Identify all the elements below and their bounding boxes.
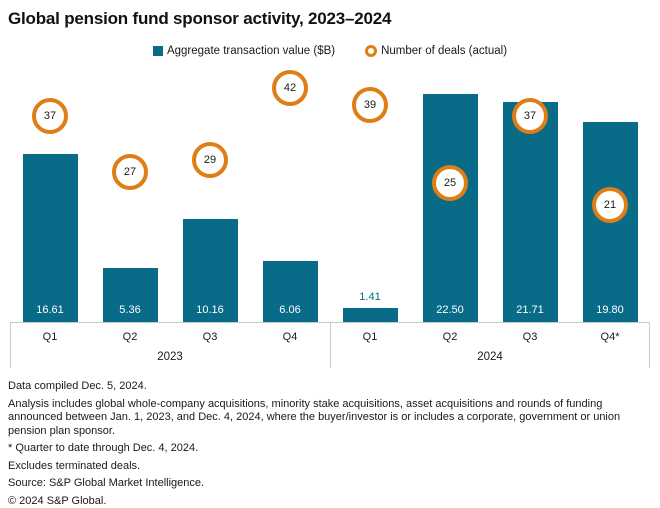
year-label: 2024	[477, 351, 503, 363]
plot-area: 16.61 37 5.36 27 10.16 29 6.06 42 1.41 39 22.50 25 2…	[10, 65, 650, 322]
deals-count-marker: 21	[592, 186, 628, 223]
chart-title: Global pension fund sponsor activity, 20…	[8, 9, 392, 28]
bar	[182, 219, 238, 322]
year-label: 2023	[157, 351, 183, 363]
deals-series-swatch-icon	[365, 45, 378, 57]
bar	[102, 267, 158, 322]
legend-label-number-of-deals: Number of deals (actual)	[381, 45, 508, 57]
quarter-label: Q3	[522, 331, 538, 343]
footnote-line: Analysis includes global whole-company a…	[8, 397, 621, 437]
deals-count-marker: 39	[352, 86, 388, 123]
deals-count-marker: 29	[192, 142, 228, 179]
footnote-line: Source: S&P Global Market Intelligence.	[8, 477, 205, 489]
bar-value-label: 16.61	[36, 304, 64, 316]
bar-value-label: 21.71	[516, 304, 544, 316]
bar-value-label: 10.16	[196, 304, 224, 316]
legend: Aggregate transaction value ($B) Number …	[0, 45, 660, 57]
footnote-line: Data compiled Dec. 5, 2024.	[8, 380, 147, 392]
axis-tick	[330, 323, 331, 368]
quarter-label: Q1	[42, 331, 58, 343]
footnotes: Data compiled Dec. 5, 2024. Analysis incl…	[8, 380, 656, 508]
bar	[422, 94, 478, 322]
quarter-label: Q2	[442, 331, 458, 343]
bar-value-label: 22.50	[436, 304, 464, 316]
quarter-label: Q4	[282, 331, 298, 343]
legend-item-transaction-value: Aggregate transaction value ($B)	[152, 45, 336, 57]
x-axis: Q1 Q2 Q3 Q4 Q1 Q2 Q3 Q4* 2023 2024	[10, 322, 650, 368]
bar	[342, 307, 398, 322]
bar-value-label: 6.06	[279, 304, 301, 316]
quarter-label: Q4*	[600, 331, 620, 343]
deals-count-marker: 37	[32, 97, 68, 134]
bar-series-swatch-icon	[152, 46, 163, 56]
deals-count-marker: 37	[512, 97, 548, 134]
bar	[262, 260, 318, 322]
quarter-label: Q2	[122, 331, 138, 343]
axis-tick	[649, 323, 650, 368]
deals-count-marker: 25	[432, 164, 468, 201]
legend-label-transaction-value: Aggregate transaction value ($B)	[166, 45, 336, 57]
deals-count-marker: 27	[112, 153, 148, 190]
bar-value-label: 19.80	[596, 304, 624, 316]
quarter-label: Q3	[202, 331, 218, 343]
bar	[22, 153, 78, 322]
bar-value-label: 1.41	[359, 290, 381, 303]
footnote-line: © 2024 S&P Global.	[8, 494, 107, 507]
axis-tick	[10, 323, 11, 368]
footnote-line: * Quarter to date through Dec. 4, 2024.	[8, 442, 199, 454]
quarter-label: Q1	[362, 331, 378, 343]
deals-count-marker: 42	[272, 69, 308, 106]
bar	[502, 102, 558, 322]
footnote-line: Excludes terminated deals.	[8, 459, 141, 472]
legend-item-number-of-deals: Number of deals (actual)	[365, 45, 507, 57]
bar-value-label: 5.36	[119, 304, 141, 316]
